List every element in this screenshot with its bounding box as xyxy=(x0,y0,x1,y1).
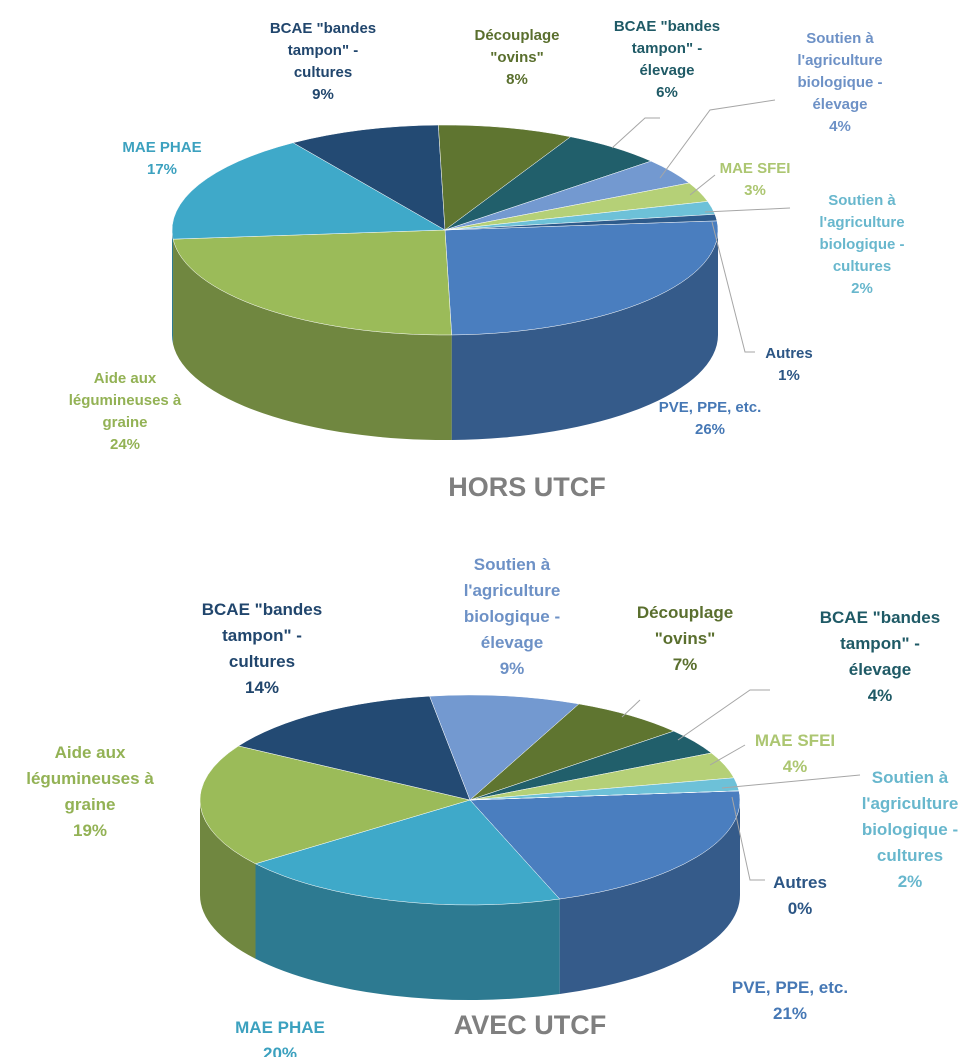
slice-side xyxy=(451,230,718,440)
value-label: 1% xyxy=(778,367,800,384)
slice-label: Autres 1% xyxy=(749,343,829,387)
value-label: 7% xyxy=(672,655,698,674)
leader-line xyxy=(621,699,641,718)
value-label: 17% xyxy=(146,161,178,178)
category-label: BCAE "bandes tampon" - élevage xyxy=(613,18,721,79)
leader-line xyxy=(611,117,660,149)
category-label: PVE, PPE, etc. xyxy=(731,978,849,997)
category-label: MAE PHAE xyxy=(122,139,202,156)
value-label: 4% xyxy=(782,757,808,776)
category-label: Soutien à l'agriculture biologique - éle… xyxy=(463,555,561,652)
value-label: 19% xyxy=(72,821,108,840)
slice xyxy=(199,745,471,865)
value-label: 26% xyxy=(694,421,726,438)
slice-side xyxy=(173,239,452,440)
slice-label: BCAE "bandes tampon" - élevage 4% xyxy=(815,605,945,709)
category-label: MAE SFEI xyxy=(754,731,836,750)
slice-label: Soutien à l'agriculture biologique - éle… xyxy=(437,552,587,682)
value-label: 4% xyxy=(829,118,851,135)
value-label: 9% xyxy=(499,659,525,678)
value-label: 9% xyxy=(312,86,334,103)
slice-label: Soutien à l'agriculture biologique - cul… xyxy=(802,190,922,300)
slice xyxy=(292,124,446,231)
category-label: Découplage "ovins" xyxy=(474,27,560,66)
slice-label: MAE SFEI 3% xyxy=(710,158,800,202)
leader-line xyxy=(731,796,765,881)
category-label: Soutien à l'agriculture biologique - cul… xyxy=(819,192,905,275)
slice-side xyxy=(172,230,174,345)
category-label: Autres xyxy=(773,873,827,892)
value-label: 0% xyxy=(787,899,813,918)
leader-line xyxy=(721,774,861,789)
slice-label: PVE, PPE, etc. 21% xyxy=(715,975,865,1027)
slice xyxy=(237,695,471,801)
category-label: Soutien à l'agriculture biologique - cul… xyxy=(861,768,959,865)
value-label: 2% xyxy=(851,280,873,297)
slice-label: MAE PHAE 17% xyxy=(102,137,222,181)
category-label: Autres xyxy=(765,345,813,362)
leader-line xyxy=(677,689,770,741)
slice xyxy=(444,214,718,231)
category-label: BCAE "bandes tampon" - élevage xyxy=(819,608,941,679)
chart-title: AVEC UTCF xyxy=(453,1010,607,1040)
slice xyxy=(444,220,719,336)
leader-line xyxy=(711,221,755,353)
category-label: Soutien à l'agriculture biologique - éle… xyxy=(797,30,883,113)
value-label: 21% xyxy=(772,1004,808,1023)
chart-title: HORS UTCF xyxy=(448,472,606,502)
slice xyxy=(469,790,739,801)
slice-label: Découplage "ovins" 8% xyxy=(462,25,572,91)
slice-label: Soutien à l'agriculture biologique - éle… xyxy=(780,28,900,138)
value-label: 14% xyxy=(244,678,280,697)
leader-line xyxy=(709,744,746,766)
slice xyxy=(171,142,446,240)
slice-label: MAE PHAE 20% xyxy=(215,1015,345,1057)
leader-line xyxy=(704,207,791,213)
slice-label: Autres 0% xyxy=(760,870,840,922)
category-label: BCAE "bandes tampon" - cultures xyxy=(269,20,377,81)
category-label: MAE PHAE xyxy=(235,1018,325,1037)
slice-label: BCAE "bandes tampon" - élevage 6% xyxy=(612,16,722,104)
slice-label: Aide aux légumineuses à graine 19% xyxy=(0,740,180,844)
slice-side xyxy=(255,863,560,1001)
value-label: 8% xyxy=(506,71,528,88)
leader-line xyxy=(689,174,716,196)
slice xyxy=(172,229,452,336)
category-label: Aide aux légumineuses à graine xyxy=(68,370,182,431)
slice xyxy=(254,799,561,906)
slice-label: MAE SFEI 4% xyxy=(745,728,845,780)
category-label: BCAE "bandes tampon" - cultures xyxy=(201,600,323,671)
category-label: PVE, PPE, etc. xyxy=(658,399,762,416)
slice xyxy=(469,703,675,801)
value-label: 4% xyxy=(867,686,893,705)
slice xyxy=(429,694,580,801)
value-label: 20% xyxy=(262,1044,298,1057)
slice-label: Soutien à l'agriculture biologique - cul… xyxy=(845,765,975,895)
slice-label: BCAE "bandes tampon" - cultures 14% xyxy=(187,597,337,701)
value-label: 3% xyxy=(744,182,766,199)
slice-label: BCAE "bandes tampon" - cultures 9% xyxy=(263,18,383,106)
slice xyxy=(438,124,572,231)
leader-line xyxy=(659,99,776,179)
slice-side xyxy=(200,800,256,959)
value-label: 6% xyxy=(656,84,678,101)
slice-label: Aide aux légumineuses à graine 24% xyxy=(50,368,200,456)
value-label: 2% xyxy=(897,872,923,891)
category-label: Découplage "ovins" xyxy=(636,603,734,648)
slice-label: PVE, PPE, etc. 26% xyxy=(640,397,780,441)
slice-label: Découplage "ovins" 7% xyxy=(620,600,750,678)
value-label: 24% xyxy=(109,436,141,453)
category-label: MAE SFEI xyxy=(719,160,791,177)
slice xyxy=(469,790,741,900)
category-label: Aide aux légumineuses à graine xyxy=(26,743,154,814)
slice-side xyxy=(559,800,740,995)
